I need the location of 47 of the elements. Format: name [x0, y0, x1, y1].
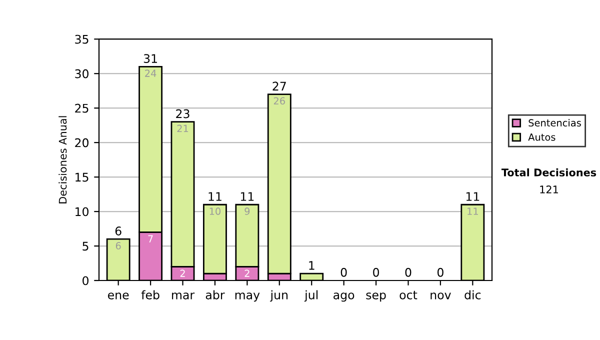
data-label: 6: [116, 242, 121, 250]
data-label: 2: [180, 270, 185, 277]
legend-label: Sentencias: [528, 118, 581, 127]
total-label: 0: [373, 268, 380, 277]
x-tick-label: sep: [366, 292, 386, 302]
data-label: 11: [468, 208, 478, 215]
x-tick-label: oct: [400, 290, 418, 300]
x-tick-label: jul: [304, 290, 318, 302]
x-tick-label: ene: [108, 292, 129, 300]
x-tick-label: dic: [464, 290, 481, 300]
total-label: 23: [176, 109, 190, 118]
text: 121: [540, 186, 558, 194]
total-label: 0: [437, 268, 444, 277]
total-label: 31: [144, 54, 157, 64]
y-tick-label: 10: [76, 207, 88, 216]
total-label: 0: [405, 268, 412, 277]
text: Total Decisiones: [501, 168, 596, 176]
total-label: 6: [115, 226, 122, 236]
x-tick-label: nov: [430, 292, 451, 300]
total-label: 11: [466, 192, 480, 201]
x-tick-label: ago: [334, 292, 354, 302]
x-tick-label: may: [235, 292, 260, 302]
x-tick-label: feb: [141, 290, 160, 300]
data-label: 7: [148, 235, 153, 242]
data-label: 21: [177, 124, 188, 132]
x-tick-label: abr: [206, 290, 225, 300]
data-label: 26: [274, 97, 285, 105]
y-tick-label: 20: [75, 138, 88, 148]
total-label: 11: [208, 192, 222, 201]
y-tick-label: 25: [75, 104, 88, 113]
data-label: 24: [145, 70, 156, 77]
y-tick-label: 5: [82, 242, 88, 251]
y-tick-label: 30: [75, 69, 88, 78]
y-tick-label: 15: [76, 172, 88, 182]
x-tick-label: mar: [172, 292, 195, 300]
data-label: 2: [244, 270, 250, 277]
data-label: 10: [210, 208, 221, 215]
y-tick-label: 0: [82, 276, 88, 286]
legend-label: Autos: [528, 134, 556, 141]
y-tick-label: 35: [75, 34, 88, 44]
x-tick-label: jun: [270, 290, 288, 302]
total-label: 1: [309, 261, 314, 270]
total-label: 0: [340, 268, 347, 277]
data-label: 9: [244, 208, 250, 215]
total-label: 27: [272, 82, 286, 90]
y-axis-title: Decisiones Anual: [58, 116, 67, 204]
total-label: 11: [240, 192, 254, 201]
